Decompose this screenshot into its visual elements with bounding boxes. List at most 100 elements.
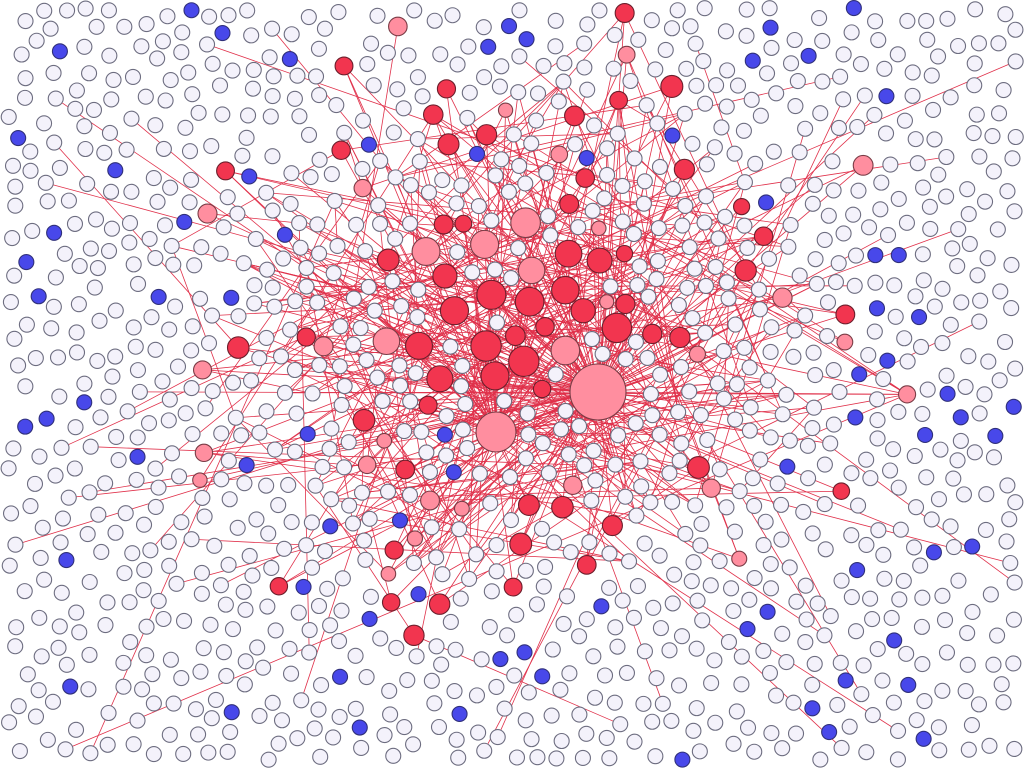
inactive-node[interactable] [387, 230, 404, 247]
inactive-node[interactable] [220, 452, 237, 469]
inactive-node[interactable] [579, 16, 596, 33]
inactive-node[interactable] [370, 197, 387, 214]
red-node[interactable] [673, 158, 696, 180]
inactive-node[interactable] [457, 395, 474, 412]
red-node[interactable] [554, 239, 583, 268]
inactive-node[interactable] [758, 65, 776, 82]
inactive-node[interactable] [134, 681, 151, 698]
inactive-node[interactable] [270, 496, 287, 514]
red-node[interactable] [504, 325, 526, 347]
inactive-node[interactable] [882, 462, 899, 479]
inactive-node[interactable] [107, 302, 124, 319]
inactive-node[interactable] [161, 391, 178, 408]
inactive-node[interactable] [648, 670, 665, 687]
inactive-node[interactable] [71, 257, 88, 275]
inactive-node[interactable] [79, 526, 96, 543]
inactive-node[interactable] [926, 298, 943, 315]
inactive-node[interactable] [614, 213, 631, 230]
blue-node[interactable] [468, 145, 486, 163]
inactive-node[interactable] [814, 73, 831, 90]
inactive-node[interactable] [22, 497, 39, 515]
inactive-node[interactable] [657, 41, 674, 59]
inactive-node[interactable] [267, 622, 284, 639]
red-node[interactable] [551, 495, 574, 519]
inactive-node[interactable] [687, 497, 704, 514]
inactive-node[interactable] [870, 31, 887, 49]
inactive-node[interactable] [598, 729, 615, 746]
inactive-node[interactable] [506, 667, 523, 684]
inactive-node[interactable] [728, 376, 745, 393]
inactive-node[interactable] [673, 358, 690, 376]
inactive-node[interactable] [341, 497, 358, 514]
pink-node[interactable] [380, 565, 397, 582]
inactive-node[interactable] [302, 168, 319, 186]
inactive-node[interactable] [451, 521, 468, 538]
inactive-node[interactable] [33, 648, 50, 665]
inactive-node[interactable] [131, 383, 148, 400]
inactive-node[interactable] [409, 69, 426, 86]
inactive-node[interactable] [258, 184, 275, 201]
inactive-node[interactable] [67, 721, 85, 738]
inactive-node[interactable] [304, 385, 321, 402]
inactive-node[interactable] [666, 566, 683, 583]
inactive-node[interactable] [739, 719, 757, 736]
blue-node[interactable] [867, 247, 884, 264]
inactive-node[interactable] [258, 477, 275, 494]
inactive-node[interactable] [264, 279, 281, 296]
inactive-node[interactable] [543, 707, 560, 724]
blue-node[interactable] [890, 247, 907, 264]
inactive-node[interactable] [353, 484, 371, 501]
pink-node[interactable] [563, 475, 583, 496]
inactive-node[interactable] [797, 120, 814, 137]
inactive-node[interactable] [883, 609, 900, 627]
red-node[interactable] [426, 365, 454, 393]
blue-node[interactable] [223, 289, 240, 306]
inactive-node[interactable] [7, 536, 24, 553]
inactive-node[interactable] [336, 124, 353, 141]
red-node[interactable] [454, 214, 473, 233]
inactive-node[interactable] [1004, 150, 1021, 167]
inactive-node[interactable] [631, 258, 648, 275]
inactive-node[interactable] [409, 308, 426, 326]
inactive-node[interactable] [807, 251, 824, 268]
inactive-node[interactable] [736, 339, 753, 356]
inactive-node[interactable] [292, 239, 309, 256]
inactive-node[interactable] [517, 562, 534, 579]
blue-node[interactable] [30, 288, 47, 305]
inactive-node[interactable] [229, 205, 246, 222]
inactive-node[interactable] [204, 383, 221, 400]
inactive-node[interactable] [635, 695, 652, 712]
inactive-node[interactable] [620, 553, 638, 570]
blue-node[interactable] [886, 632, 903, 649]
inactive-node[interactable] [856, 87, 873, 104]
inactive-node[interactable] [773, 531, 790, 548]
inactive-node[interactable] [980, 353, 997, 370]
inactive-node[interactable] [869, 391, 886, 408]
inactive-node[interactable] [652, 620, 669, 637]
red-node[interactable] [570, 298, 596, 324]
inactive-node[interactable] [155, 140, 172, 157]
inactive-node[interactable] [385, 747, 402, 764]
inactive-node[interactable] [807, 366, 824, 384]
inactive-node[interactable] [358, 668, 375, 686]
inactive-node[interactable] [774, 625, 791, 642]
inactive-node[interactable] [501, 468, 519, 486]
inactive-node[interactable] [918, 12, 935, 30]
inactive-node[interactable] [661, 465, 678, 482]
inactive-node[interactable] [255, 659, 272, 676]
blue-node[interactable] [674, 751, 691, 768]
inactive-node[interactable] [307, 477, 324, 494]
inactive-node[interactable] [362, 35, 380, 52]
inactive-node[interactable] [558, 588, 576, 605]
inactive-node[interactable] [77, 0, 94, 17]
inactive-node[interactable] [932, 441, 949, 458]
inactive-node[interactable] [224, 62, 241, 79]
inactive-node[interactable] [212, 577, 229, 594]
inactive-node[interactable] [174, 24, 191, 41]
inactive-node[interactable] [129, 275, 147, 292]
inactive-node[interactable] [265, 68, 282, 85]
inactive-node[interactable] [330, 633, 348, 650]
inactive-node[interactable] [698, 156, 715, 173]
inactive-node[interactable] [992, 283, 1009, 300]
inactive-node[interactable] [562, 544, 579, 561]
